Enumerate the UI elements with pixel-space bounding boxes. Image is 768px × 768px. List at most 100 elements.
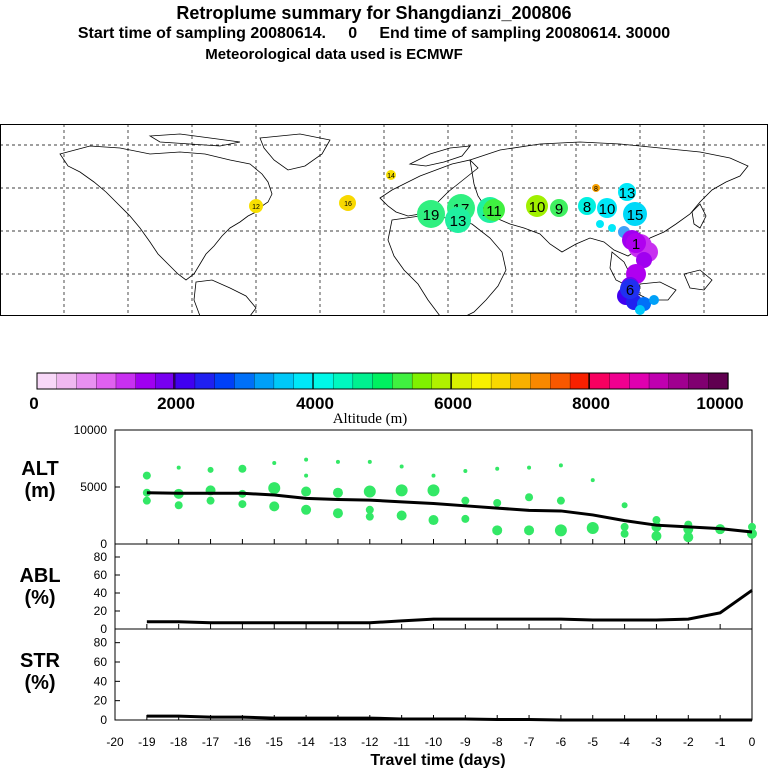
- x-tick-label: -20: [106, 735, 124, 749]
- y-tick-label: 40: [94, 674, 108, 688]
- colorbar-tick: 2000: [157, 394, 195, 413]
- alt-point: [142, 496, 151, 505]
- plume-blob: [635, 305, 645, 315]
- alt-point: [238, 500, 247, 509]
- plume-label: 16: [344, 201, 352, 208]
- panel-ylabel: ALT: [21, 458, 58, 480]
- alt-point: [301, 504, 312, 515]
- y-tick-label: 0: [100, 537, 107, 551]
- plume-centroid: [249, 199, 263, 213]
- colorbar-tick: 0: [29, 394, 38, 413]
- alt-point: [301, 486, 312, 497]
- colorbar-cell: [155, 372, 176, 390]
- plume-centroid: [550, 199, 568, 217]
- sampling-time: Start time of sampling 20080614. 0 End t…: [77, 25, 671, 42]
- plume-centroid: [386, 170, 396, 180]
- alt-point: [461, 496, 470, 505]
- colorbar-ticks: 0 2000 4000 6000 8000 10000: [29, 373, 744, 413]
- plume-label: 12: [252, 204, 260, 211]
- panel-ylabel: (%): [24, 587, 55, 609]
- alt-point: [238, 464, 247, 473]
- plume-label: 8: [583, 199, 591, 216]
- colorbar-cell: [569, 372, 591, 390]
- plume-centroid: [417, 200, 445, 228]
- alt-point: [268, 482, 281, 495]
- plume-label: 13: [619, 185, 636, 202]
- colorbar-cell: [708, 372, 729, 390]
- alt-mean-line: [146, 491, 753, 534]
- x-tick-label: -1: [715, 735, 726, 749]
- x-tick-label: -5: [587, 735, 598, 749]
- plume-label: 15: [627, 207, 644, 224]
- alt-point: [590, 478, 595, 483]
- x-tick-label: -3: [651, 735, 662, 749]
- alt-point: [174, 501, 183, 510]
- alt-point: [399, 464, 404, 469]
- colorbar-cell: [451, 372, 472, 390]
- alt-point: [621, 502, 628, 509]
- alt-point: [748, 522, 756, 531]
- alt-point: [304, 473, 309, 478]
- colorbar-tick: 6000: [434, 394, 472, 413]
- panel-frame: [114, 628, 753, 721]
- str-panel: 0 20 40 60 80 STR(%): [20, 628, 753, 727]
- colorbar-cell: [214, 372, 236, 390]
- x-tick-label: -15: [266, 735, 284, 749]
- str-line: [146, 714, 752, 722]
- plume-centroid: [592, 184, 600, 192]
- plume-centroid: [578, 197, 596, 215]
- alt-point: [332, 487, 343, 498]
- colorbar-cell: [411, 372, 433, 390]
- alt-point: [335, 459, 340, 464]
- alt-point: [176, 465, 181, 470]
- x-tick-label: -8: [492, 735, 503, 749]
- colorbar-cell: [471, 372, 492, 390]
- colorbar-cell: [36, 372, 58, 390]
- colorbar-cell: [293, 372, 315, 390]
- plume-label: 19: [423, 207, 440, 224]
- colorbar-cell: [648, 372, 670, 390]
- alt-point: [207, 466, 214, 473]
- colorbar-cell: [688, 372, 709, 390]
- y-tick-label: 0: [100, 713, 107, 727]
- y-tick-label: 5000: [80, 480, 107, 494]
- colorbar-cell: [56, 372, 78, 390]
- plume-labels: 141912161617191314111098131015816: [249, 170, 647, 299]
- plume-blob: [649, 295, 659, 305]
- colorbar-cell: [175, 372, 196, 390]
- alt-point: [558, 463, 563, 468]
- altitude-colorbar: 0 2000 4000 6000 8000 10000 Altitude (m): [29, 372, 744, 427]
- alt-point: [495, 466, 500, 471]
- chart-title: Retroplume summary for Shangdianzi_20080…: [176, 3, 572, 23]
- y-tick-label: 40: [94, 586, 108, 600]
- x-tick-label: -4: [619, 735, 630, 749]
- colorbar-cell: [332, 372, 354, 390]
- colorbar-cell: [76, 372, 97, 390]
- x-axis: -20 -19 -18 -17 -16 -15 -14 -13 -12 -11 -10 -9 -8 -7-…: [106, 735, 755, 768]
- colorbar-frame: [36, 372, 729, 390]
- plume-label: 9: [555, 201, 563, 218]
- x-tick-label: -14: [297, 735, 315, 749]
- panel-frame: [114, 543, 753, 630]
- panel-ylabel: STR: [20, 650, 61, 672]
- alt-point: [332, 508, 343, 519]
- alt-point: [683, 532, 694, 543]
- plume-centroid: [597, 198, 617, 218]
- alt-point: [396, 510, 407, 521]
- colorbar-cell: [589, 372, 611, 390]
- alt-point: [463, 469, 468, 474]
- colorbar-cell: [254, 372, 275, 390]
- colorbar-cell: [96, 372, 117, 390]
- plume-centroid: [483, 199, 505, 221]
- alt-point: [367, 459, 372, 464]
- colorbar-label: Altitude (m): [333, 411, 408, 427]
- x-tick-label: -19: [138, 735, 156, 749]
- alt-point: [586, 522, 599, 535]
- alt-point: [461, 514, 470, 523]
- colorbar-cell: [609, 372, 630, 390]
- alt-point: [652, 516, 661, 525]
- y-tick-label: 0: [100, 622, 107, 636]
- plume-label: 14: [387, 173, 395, 180]
- alt-point: [395, 484, 408, 497]
